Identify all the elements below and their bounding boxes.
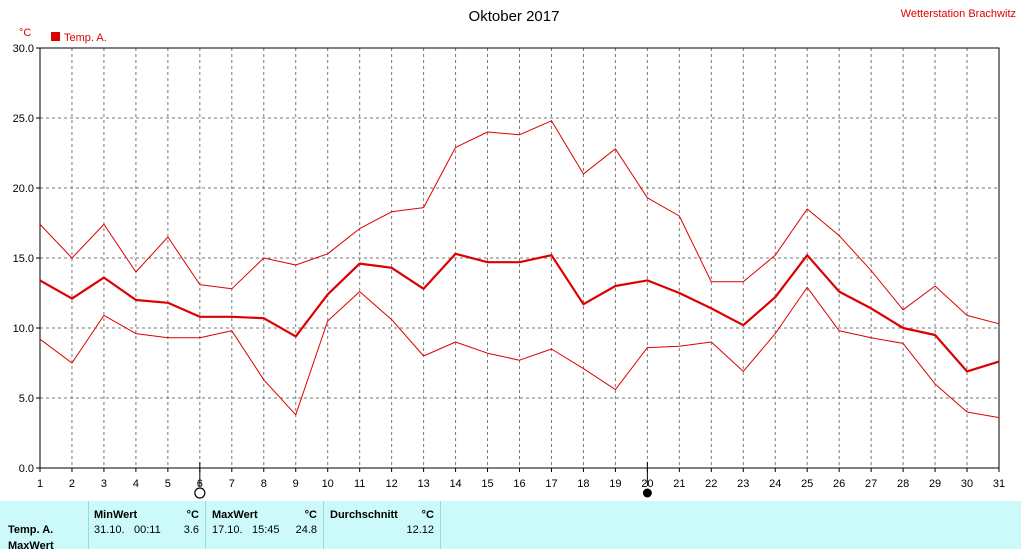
y-tick-label: 20.0 [13,183,34,195]
moon-phases [194,462,652,499]
y-axis: 0.0 5.0 10.0 15.0 20.0 25.0 30.0 [13,43,40,475]
avg-header: Durchschnitt [330,509,398,521]
x-tick-label: 1 [37,478,43,490]
x-tick-label: 23 [737,478,749,490]
max-time: 15:45 [252,524,280,536]
y-unit-label: °C [19,27,31,39]
chart-title: Oktober 2017 [469,8,560,25]
x-tick-label: 12 [386,478,398,490]
x-tick-label: 17 [545,478,557,490]
x-tick-label: 31 [993,478,1005,490]
x-tick-label: 27 [865,478,877,490]
max-value: 24.8 [295,524,317,536]
x-tick-label: 2 [69,478,75,490]
x-tick-label: 16 [513,478,525,490]
y-tick-label: 0.0 [19,463,34,475]
x-tick-label: 15 [481,478,493,490]
x-tick-label: 29 [929,478,941,490]
stats-row-label-2: MaxWert [8,540,54,549]
x-tick-label: 22 [705,478,717,490]
series-line-mean [39,252,1000,373]
y-tick-label: 30.0 [13,43,34,55]
avg-unit: °C [421,509,434,521]
x-tick-label: 5 [165,478,171,490]
y-tick-label: 25.0 [13,113,34,125]
legend-swatch [51,32,60,41]
x-tick-label: 7 [229,478,235,490]
x-tick-label: 11 [354,478,365,490]
min-unit: °C [186,509,199,521]
y-tick-label: 15.0 [13,253,34,265]
x-tick-label: 4 [133,478,139,490]
legend-label: Temp. A. [64,32,107,44]
min-header: MinWert [94,509,138,521]
x-tick-label: 25 [801,478,813,490]
x-tick-label: 18 [577,478,589,490]
statistics-panel: Temp. A. MaxWert MinWert °C 31.10. 00:11… [0,501,1021,549]
stats-row-label: Temp. A. [8,524,54,536]
x-tick-label: 24 [769,478,781,490]
series-group [39,120,1000,419]
x-axis: 1234567891011121314151617181920212223242… [37,468,1005,490]
series-line-min [39,286,1000,419]
stats-avg-column: Durchschnitt °C 12.12 [324,501,441,549]
x-tick-label: 28 [897,478,909,490]
x-tick-label: 10 [322,478,334,490]
y-tick-label: 5.0 [19,393,34,405]
x-tick-label: 3 [101,478,107,490]
stats-max-column: MaxWert °C 17.10. 15:45 24.8 [206,501,324,549]
max-unit: °C [304,509,317,521]
x-tick-label: 13 [417,478,429,490]
x-tick-label: 19 [609,478,621,490]
x-tick-label: 30 [961,478,973,490]
x-tick-label: 9 [293,478,299,490]
y-tick-label: 10.0 [13,323,34,335]
x-tick-label: 21 [673,478,685,490]
min-date: 31.10. [94,524,125,536]
series-line-max [39,120,1000,325]
station-name: Wetterstation Brachwitz [901,8,1016,20]
x-tick-label: 26 [833,478,845,490]
max-date: 17.10. [212,524,243,536]
avg-value: 12.12 [406,524,434,536]
max-header: MaxWert [212,509,258,521]
x-tick-label: 8 [261,478,267,490]
full-moon-icon [642,488,652,498]
min-time: 00:11 [134,524,161,536]
temperature-chart: Oktober 2017 Wetterstation Brachwitz °C … [13,8,1016,499]
grid [40,48,999,468]
moon-first-quarter-icon [194,487,206,499]
x-tick-label: 14 [449,478,461,490]
stats-label-column: Temp. A. MaxWert [0,501,89,549]
min-value: 3.6 [183,524,199,536]
stats-min-column: MinWert °C 31.10. 00:11 3.6 [89,501,206,549]
